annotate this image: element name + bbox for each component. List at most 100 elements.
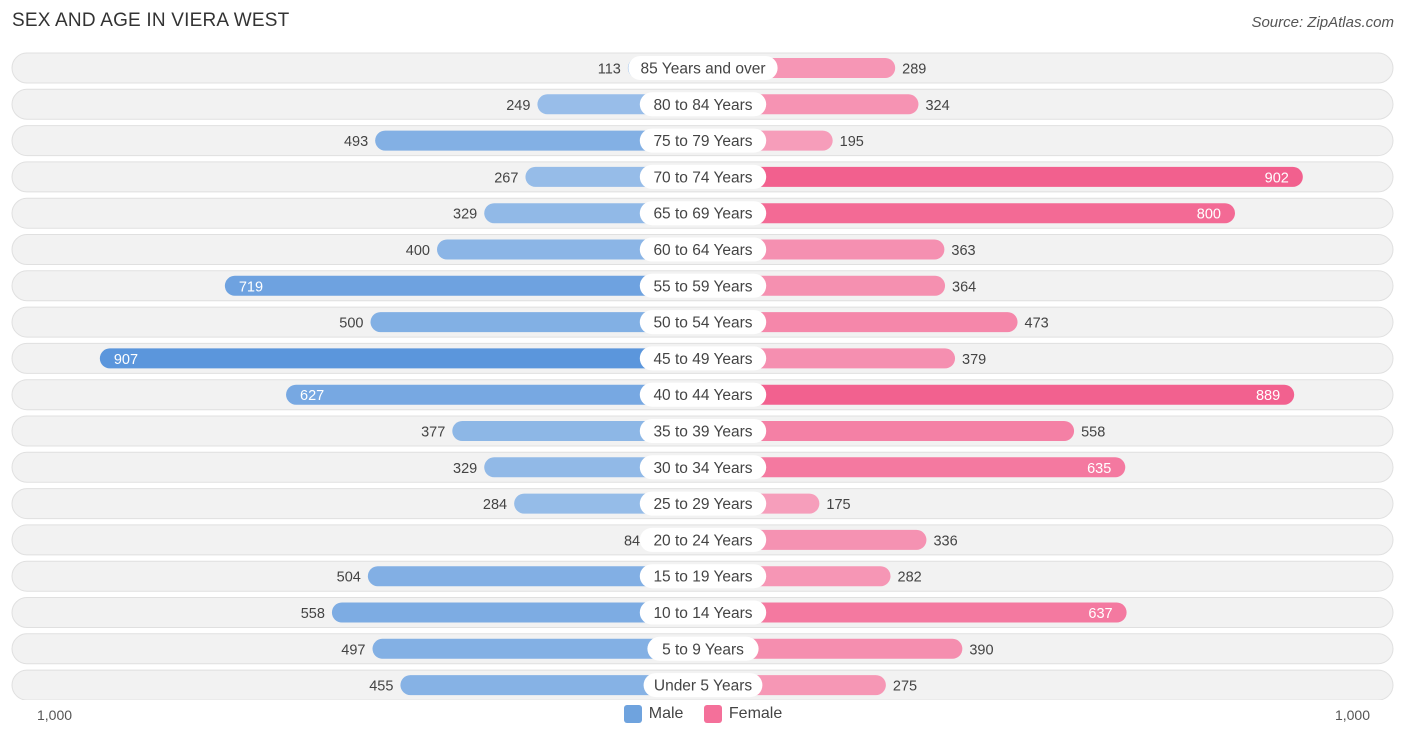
category-label: Under 5 Years bbox=[654, 678, 752, 695]
bar-female bbox=[703, 421, 1075, 441]
bar-male bbox=[437, 239, 703, 260]
value-label-female: 289 bbox=[902, 62, 926, 78]
value-label-female: 364 bbox=[952, 279, 976, 295]
value-label-female: 473 bbox=[1025, 316, 1049, 332]
axis-left-label: 1,000 bbox=[37, 707, 73, 723]
value-label-male: 907 bbox=[114, 352, 138, 368]
value-label-female: 195 bbox=[840, 134, 864, 150]
value-label-female: 635 bbox=[1087, 461, 1111, 477]
legend-swatch-male bbox=[623, 705, 642, 723]
value-label-female: 379 bbox=[962, 352, 986, 368]
category-pill bbox=[639, 164, 767, 189]
bar-male bbox=[99, 348, 704, 369]
value-label-female: 336 bbox=[933, 533, 957, 549]
category-pill bbox=[639, 346, 767, 371]
category-pill bbox=[639, 237, 767, 262]
category-label: 75 to 79 Years bbox=[653, 133, 752, 150]
value-label-female: 275 bbox=[893, 679, 917, 695]
bar-male bbox=[370, 312, 703, 333]
category-label: 20 to 24 Years bbox=[653, 532, 752, 549]
category-pill bbox=[639, 491, 767, 516]
category-label: 85 Years and over bbox=[641, 61, 766, 78]
value-label-female: 390 bbox=[969, 642, 993, 658]
value-label-male: 493 bbox=[344, 134, 368, 150]
value-label-male: 113 bbox=[598, 62, 621, 78]
bar-female bbox=[703, 638, 963, 659]
category-pill bbox=[628, 56, 778, 80]
category-pill bbox=[643, 673, 763, 698]
axis-right-label: 1,000 bbox=[1334, 707, 1370, 723]
value-label-male: 284 bbox=[483, 497, 507, 513]
category-label: 80 to 84 Years bbox=[653, 97, 752, 114]
source-label: Source: ZipAtlas.com bbox=[1251, 14, 1394, 31]
value-label-male: 267 bbox=[494, 170, 518, 186]
category-pill bbox=[639, 419, 767, 443]
value-label-male: 497 bbox=[341, 642, 365, 658]
legend-label-female: Female bbox=[728, 705, 783, 722]
legend-item-male: Male bbox=[623, 705, 684, 723]
category-label: 30 to 34 Years bbox=[653, 460, 752, 477]
value-label-female: 282 bbox=[898, 570, 922, 586]
bar-male bbox=[375, 130, 703, 151]
category-pill bbox=[639, 600, 767, 625]
category-label: 10 to 14 Years bbox=[653, 605, 752, 622]
bar-male bbox=[372, 638, 703, 659]
category-pill bbox=[639, 128, 767, 153]
category-label: 70 to 74 Years bbox=[653, 169, 752, 186]
value-label-male: 84 bbox=[624, 533, 640, 549]
value-label-male: 504 bbox=[337, 570, 361, 586]
category-label: 35 to 39 Years bbox=[653, 424, 752, 441]
bar-female bbox=[703, 384, 1295, 405]
legend-label-male: Male bbox=[648, 705, 684, 722]
value-label-female: 800 bbox=[1197, 207, 1221, 223]
bar-female bbox=[703, 602, 1127, 623]
value-label-male: 400 bbox=[406, 243, 430, 259]
category-label: 45 to 49 Years bbox=[653, 351, 752, 368]
bar-female bbox=[703, 203, 1235, 224]
bar-male bbox=[331, 602, 703, 623]
category-label: 40 to 44 Years bbox=[653, 387, 752, 404]
bar-female bbox=[703, 166, 1303, 187]
bar-male bbox=[367, 566, 703, 587]
bar-female bbox=[703, 457, 1126, 478]
category-label: 65 to 69 Years bbox=[653, 206, 752, 223]
category-label: 15 to 19 Years bbox=[653, 569, 752, 586]
category-label: 50 to 54 Years bbox=[653, 315, 752, 332]
chart-svg: 85 Years and over 113 289 80 to 84 Years 249… bbox=[11, 52, 1394, 700]
value-label-male: 249 bbox=[506, 98, 530, 114]
legend: Male Female bbox=[0, 705, 1406, 728]
value-label-female: 889 bbox=[1256, 388, 1280, 404]
value-label-female: 637 bbox=[1088, 606, 1112, 622]
category-label: 60 to 64 Years bbox=[653, 242, 752, 259]
category-pill bbox=[639, 564, 767, 589]
value-label-male: 329 bbox=[453, 207, 477, 223]
category-pill bbox=[639, 273, 767, 298]
value-label-male: 377 bbox=[421, 425, 445, 441]
value-label-male: 558 bbox=[301, 606, 325, 622]
value-label-male: 500 bbox=[339, 316, 363, 332]
bar-male bbox=[452, 421, 703, 441]
value-label-male: 455 bbox=[369, 679, 393, 695]
value-label-male: 719 bbox=[239, 279, 263, 295]
category-pill bbox=[639, 92, 767, 117]
category-pill bbox=[639, 527, 767, 552]
value-label-female: 558 bbox=[1081, 425, 1105, 441]
value-label-male: 329 bbox=[453, 461, 477, 477]
category-label: 5 to 9 Years bbox=[662, 641, 744, 658]
bar-male bbox=[224, 275, 704, 296]
value-label-female: 324 bbox=[925, 98, 949, 114]
category-label: 55 to 59 Years bbox=[653, 278, 752, 295]
bar-female bbox=[703, 312, 1018, 333]
category-pill bbox=[639, 201, 767, 226]
category-label: 25 to 29 Years bbox=[653, 496, 752, 513]
value-label-female: 175 bbox=[826, 497, 850, 513]
bar-male bbox=[400, 675, 703, 696]
legend-item-female: Female bbox=[703, 705, 783, 723]
value-label-female: 363 bbox=[951, 243, 975, 259]
category-pill bbox=[639, 310, 767, 335]
bar-male bbox=[286, 384, 703, 405]
category-pill bbox=[647, 636, 759, 661]
category-pill bbox=[639, 382, 767, 407]
bar-female bbox=[703, 348, 956, 369]
value-label-male: 627 bbox=[300, 388, 324, 404]
